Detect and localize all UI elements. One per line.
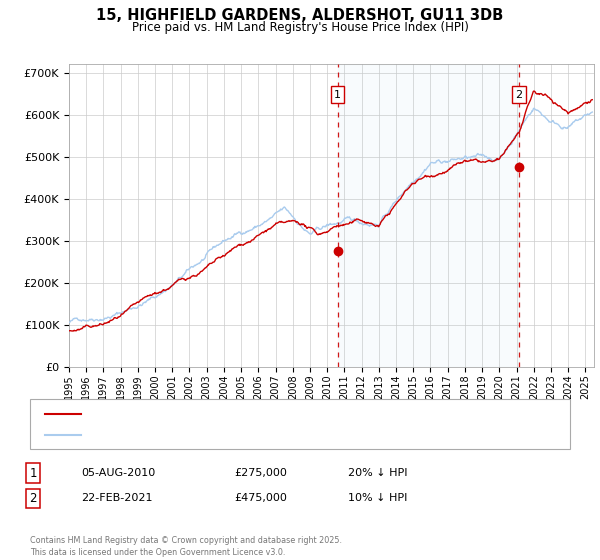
Text: 05-AUG-2010: 05-AUG-2010 <box>81 468 155 478</box>
Text: 20% ↓ HPI: 20% ↓ HPI <box>348 468 407 478</box>
Text: 1: 1 <box>334 90 341 100</box>
Text: £275,000: £275,000 <box>234 468 287 478</box>
Text: 15, HIGHFIELD GARDENS, ALDERSHOT, GU11 3DB (detached house): 15, HIGHFIELD GARDENS, ALDERSHOT, GU11 3… <box>90 409 445 419</box>
Text: 2: 2 <box>515 90 523 100</box>
Text: 1: 1 <box>29 466 37 480</box>
Text: Contains HM Land Registry data © Crown copyright and database right 2025.
This d: Contains HM Land Registry data © Crown c… <box>30 536 342 557</box>
Text: 15, HIGHFIELD GARDENS, ALDERSHOT, GU11 3DB: 15, HIGHFIELD GARDENS, ALDERSHOT, GU11 3… <box>97 8 503 24</box>
Text: 10% ↓ HPI: 10% ↓ HPI <box>348 493 407 503</box>
Text: £475,000: £475,000 <box>234 493 287 503</box>
Bar <box>338 64 519 367</box>
Text: 22-FEB-2021: 22-FEB-2021 <box>81 493 152 503</box>
Text: 2: 2 <box>29 492 37 505</box>
Text: Price paid vs. HM Land Registry's House Price Index (HPI): Price paid vs. HM Land Registry's House … <box>131 21 469 34</box>
Text: HPI: Average price, detached house, Rushmoor: HPI: Average price, detached house, Rush… <box>90 430 335 440</box>
